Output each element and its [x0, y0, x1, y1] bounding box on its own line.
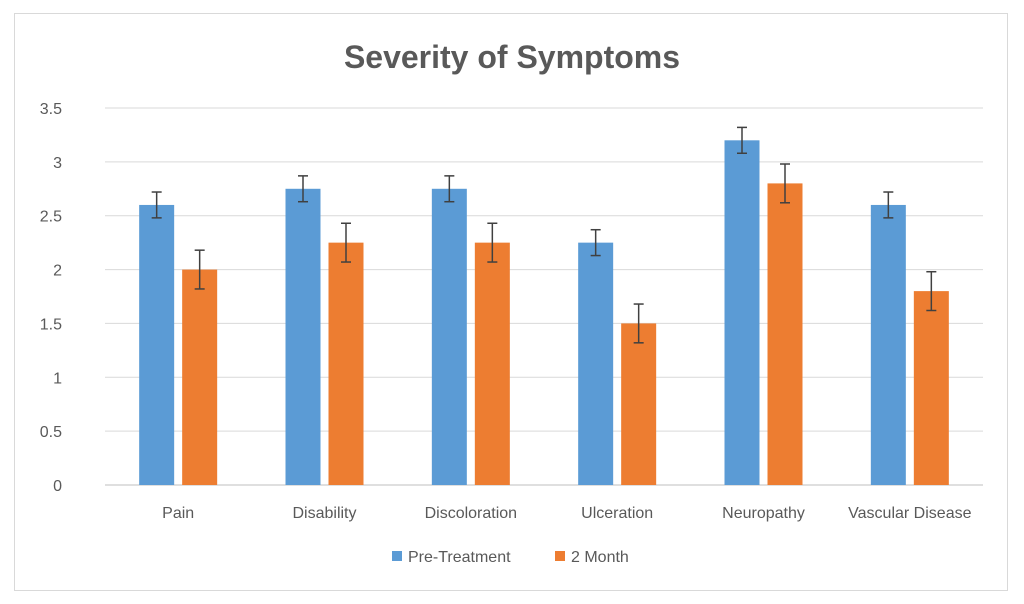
x-tick-label: Ulceration — [581, 505, 653, 522]
y-tick-label: 3 — [53, 155, 62, 172]
bar-2-month — [913, 291, 949, 485]
x-tick-label: Discoloration — [425, 505, 517, 522]
bar-pre-treatment — [578, 242, 614, 485]
y-axis: 0 0.5 1 1.5 2 2.5 3 3.5 — [40, 101, 62, 495]
legend-label: 2 Month — [571, 549, 629, 566]
legend-swatch — [392, 551, 402, 561]
bar-2-month — [767, 183, 803, 485]
y-tick-label: 0 — [53, 478, 62, 495]
bar-pre-treatment — [285, 188, 321, 486]
bar-2-month — [182, 269, 218, 485]
bar-pre-treatment — [870, 204, 906, 485]
x-tick-label: Neuropathy — [722, 505, 805, 522]
legend: Pre-Treatment 2 Month — [392, 549, 629, 566]
y-tick-label: 2.5 — [40, 209, 62, 226]
bar-pre-treatment — [724, 140, 760, 486]
bar-2-month — [328, 242, 364, 485]
bar-pre-treatment — [139, 204, 175, 485]
x-tick-label: Vascular Disease — [848, 505, 971, 522]
bar-2-month — [621, 323, 657, 485]
x-tick-label: Pain — [162, 505, 194, 522]
y-tick-label: 0.5 — [40, 424, 62, 441]
y-tick-label: 1 — [53, 370, 62, 387]
y-tick-label: 1.5 — [40, 316, 62, 333]
bar-2-month — [474, 242, 510, 485]
gridlines — [105, 107, 983, 486]
chart-title: Severity of Symptoms — [344, 39, 680, 75]
error-bars — [151, 126, 937, 344]
x-axis: Pain Disability Discoloration Ulceration Neu… — [162, 505, 971, 522]
x-tick-label: Disability — [292, 505, 356, 522]
legend-swatch — [555, 551, 565, 561]
y-tick-label: 2 — [53, 263, 62, 280]
bar-pre-treatment — [431, 188, 467, 486]
legend-label: Pre-Treatment — [408, 549, 511, 566]
chart-frame — [14, 13, 1008, 591]
y-tick-label: 3.5 — [40, 101, 62, 118]
bars — [139, 140, 949, 486]
